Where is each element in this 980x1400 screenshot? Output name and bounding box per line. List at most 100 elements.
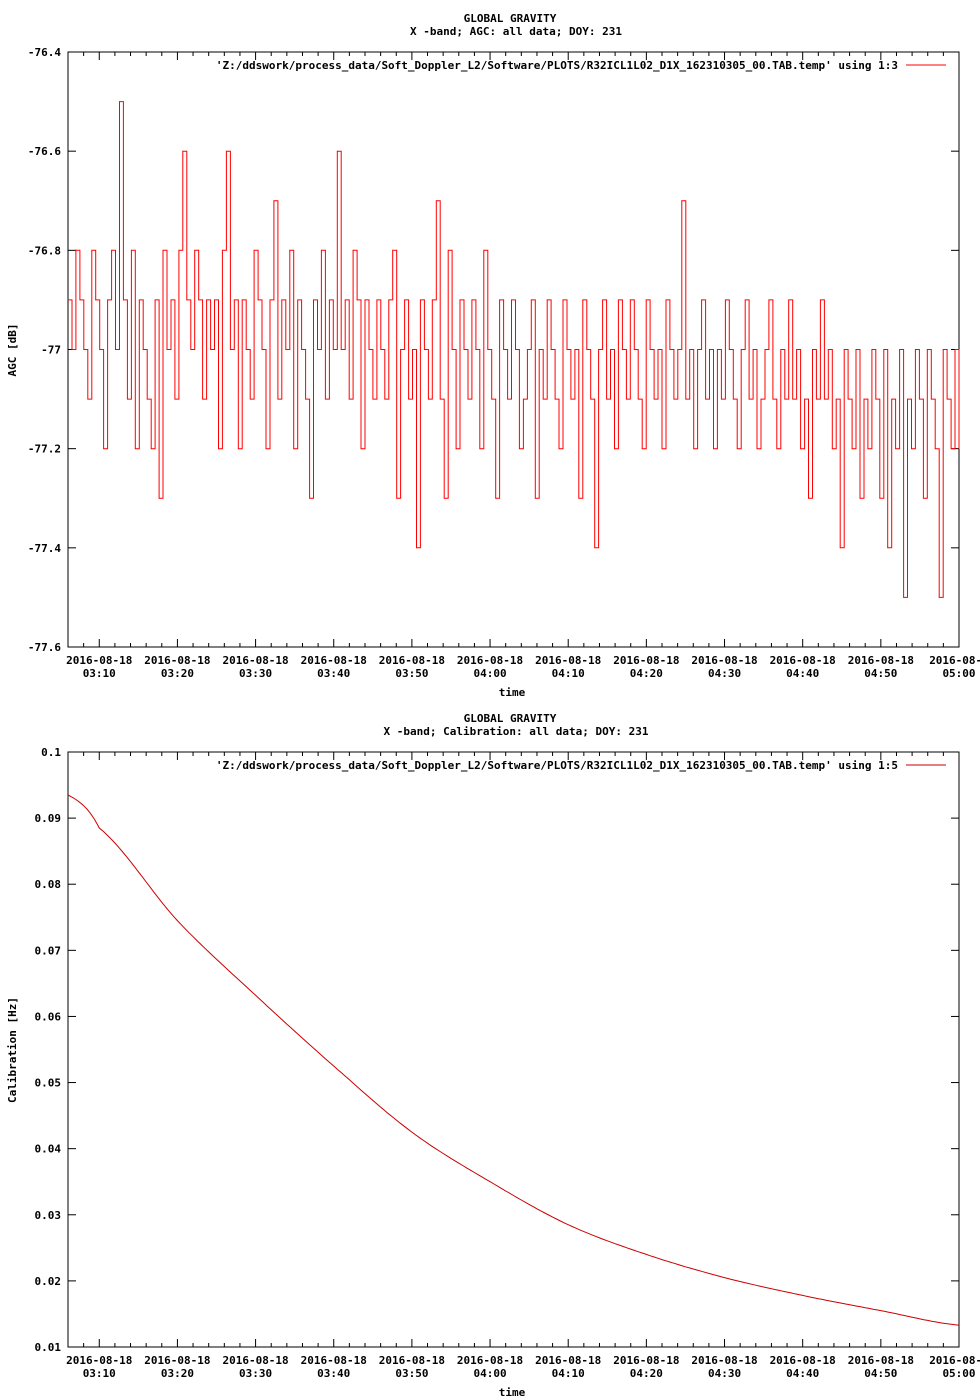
- data-point: [416, 547, 417, 549]
- data-point: [190, 349, 192, 350]
- x-tick-label-time: 03:10: [83, 667, 116, 680]
- data-point: [241, 299, 243, 301]
- data-point: [610, 349, 611, 350]
- x-tick-label-date: 2016-08-18: [848, 1354, 914, 1367]
- data-point: [447, 249, 449, 251]
- x-tick-label-date: 2016-08-1: [929, 1354, 980, 1367]
- data-point: [507, 398, 508, 400]
- data-point: [657, 349, 659, 350]
- data-point: [206, 299, 208, 301]
- data-point: [855, 349, 857, 350]
- data-point: [606, 398, 607, 400]
- data-point: [364, 299, 366, 301]
- data-point: [404, 299, 405, 301]
- x-tick-label-time: 03:10: [83, 1367, 116, 1380]
- data-point: [637, 398, 639, 400]
- x-tick-label-time: 04:40: [786, 1367, 819, 1380]
- data-point: [408, 398, 409, 400]
- x-tick-label-date: 2016-08-18: [379, 654, 445, 667]
- y-tick-label: -77.2: [28, 443, 61, 456]
- x-tick-label-date: 2016-08-18: [66, 1354, 132, 1367]
- data-point: [455, 448, 457, 450]
- chart-subtitle: X -band; Calibration: all data; DOY: 231: [384, 725, 649, 738]
- data-point: [950, 448, 952, 450]
- x-tick-label-time: 04:00: [473, 667, 506, 680]
- x-tick-label-time: 03:30: [239, 667, 272, 680]
- data-point: [816, 398, 817, 400]
- y-tick-label: 0.02: [35, 1275, 62, 1288]
- data-point: [582, 299, 584, 301]
- data-point: [503, 349, 504, 350]
- data-point: [883, 349, 885, 350]
- data-point: [594, 547, 596, 549]
- data-point: [800, 448, 801, 450]
- data-point: [887, 547, 889, 549]
- data-point: [641, 448, 643, 450]
- data-point: [380, 349, 382, 350]
- data-point: [808, 497, 809, 499]
- data-point: [590, 398, 592, 400]
- data-point: [847, 398, 849, 400]
- y-axis-label: Calibration [Hz]: [6, 997, 19, 1103]
- data-point: [926, 349, 928, 350]
- data-point: [479, 448, 481, 450]
- series-line: [68, 101, 960, 598]
- data-point: [653, 398, 655, 400]
- data-point: [827, 349, 829, 350]
- data-point: [721, 398, 722, 400]
- data-point: [226, 150, 227, 152]
- data-point: [958, 448, 960, 450]
- data-point: [186, 299, 188, 301]
- chart-title: GLOBAL GRAVITY: [464, 12, 557, 25]
- data-point: [459, 299, 461, 301]
- data-point: [352, 249, 354, 251]
- x-tick-label-date: 2016-08-18: [222, 1354, 288, 1367]
- y-tick-label: -76.6: [28, 145, 61, 158]
- data-point: [626, 398, 627, 400]
- data-point: [463, 349, 465, 350]
- data-point: [574, 349, 576, 350]
- data-point: [903, 597, 904, 598]
- data-point: [115, 349, 116, 350]
- data-point: [586, 349, 588, 350]
- data-point: [170, 299, 172, 301]
- data-point: [431, 299, 433, 301]
- data-point: [566, 349, 568, 350]
- data-point: [131, 249, 132, 251]
- data-point: [527, 349, 528, 350]
- data-point: [645, 299, 647, 301]
- data-point: [237, 448, 239, 450]
- data-point: [325, 398, 326, 400]
- series-calibration: [67, 794, 960, 1326]
- data-point: [79, 299, 81, 301]
- data-point: [467, 398, 469, 400]
- data-point: [911, 448, 912, 450]
- y-tick-label: 0.06: [35, 1010, 62, 1023]
- legend-label: 'Z:/ddswork/process_data/Soft_Doppler_L2…: [216, 759, 898, 772]
- data-point: [210, 349, 212, 350]
- data-point: [214, 299, 215, 301]
- x-tick-label-time: 03:50: [395, 667, 428, 680]
- data-point: [697, 349, 698, 350]
- data-point: [859, 497, 861, 499]
- data-point: [336, 150, 338, 152]
- data-point: [752, 349, 754, 350]
- data-point: [915, 349, 916, 350]
- data-point: [475, 349, 477, 350]
- x-tick-label-date: 2016-08-18: [770, 654, 836, 667]
- x-tick-label-time: 04:50: [864, 667, 897, 680]
- data-point: [87, 398, 89, 400]
- data-point: [530, 299, 532, 301]
- data-point: [780, 349, 782, 350]
- data-point: [317, 349, 318, 350]
- agc-chart: GLOBAL GRAVITY X -band; AGC: all data; D…: [6, 12, 980, 699]
- data-point: [867, 448, 869, 450]
- data-point: [772, 398, 774, 400]
- data-point: [305, 398, 306, 400]
- data-point: [123, 299, 124, 301]
- data-point: [150, 448, 152, 450]
- data-point: [174, 398, 176, 400]
- x-tick-label-date: 2016-08-18: [613, 654, 679, 667]
- x-tick-label-time: 04:40: [786, 667, 819, 680]
- data-point: [230, 349, 231, 350]
